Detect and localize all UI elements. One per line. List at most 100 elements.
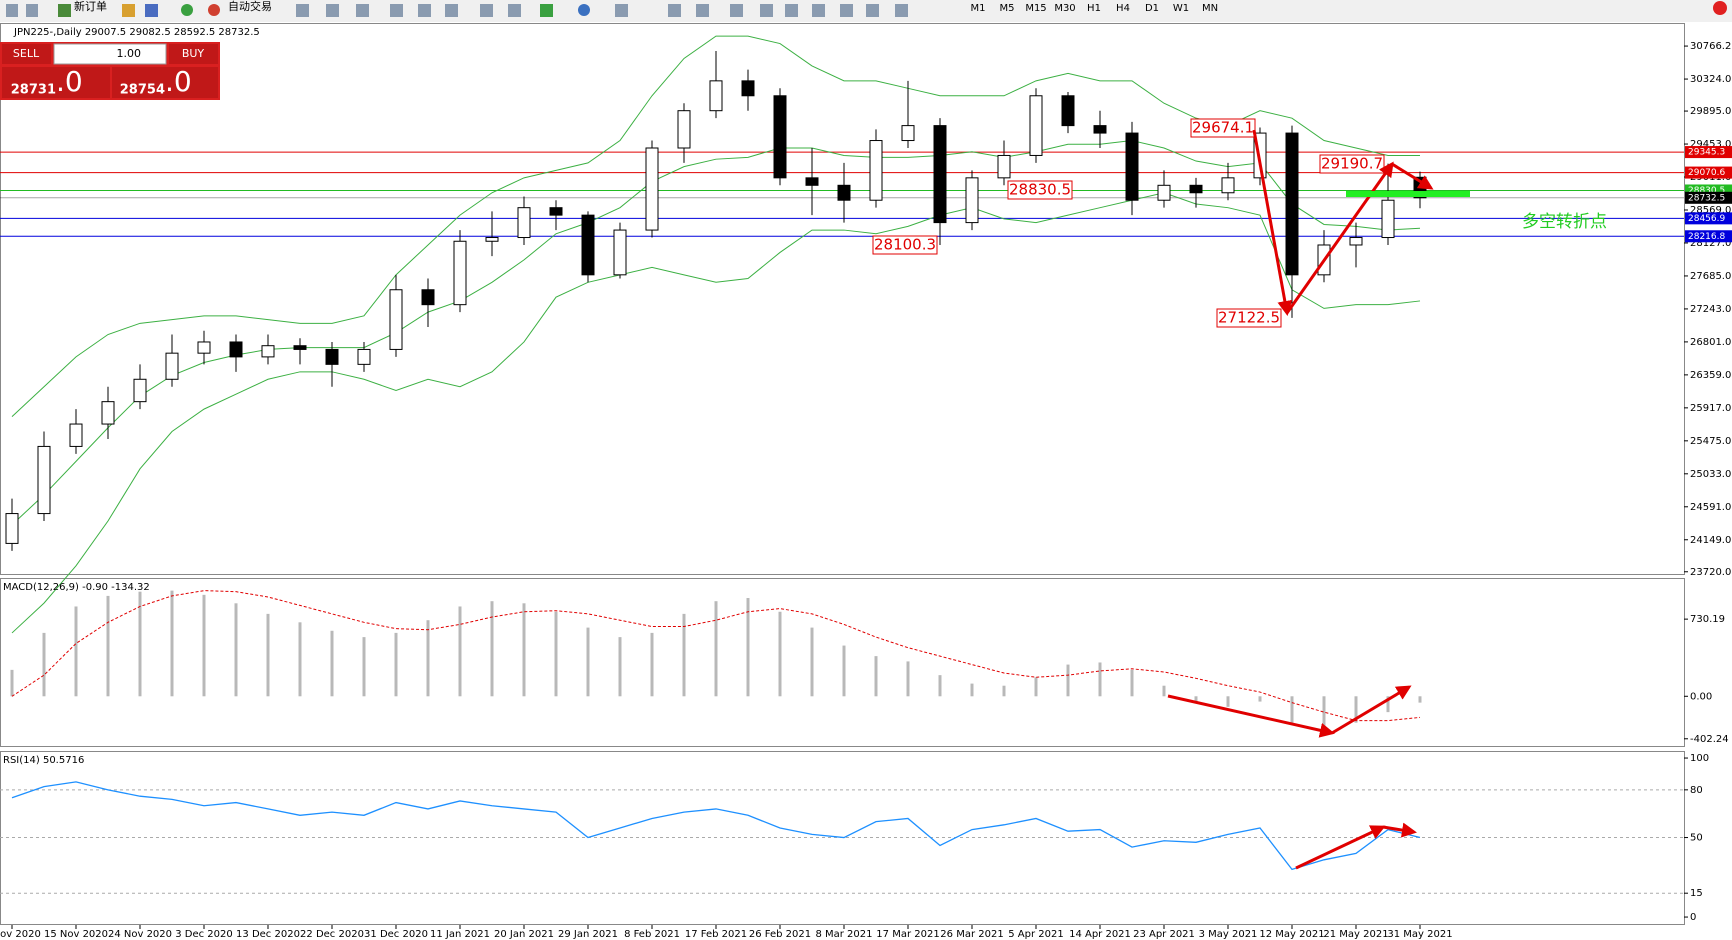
macd-bar bbox=[234, 603, 238, 697]
auto-trade-button[interactable]: 自动交易 bbox=[228, 0, 272, 13]
macd-bar bbox=[1194, 696, 1198, 702]
macd-bar bbox=[10, 669, 14, 697]
macd-bar bbox=[458, 606, 462, 697]
x-tick-label: 22 Dec 2020 bbox=[300, 929, 364, 940]
rsi-title: RSI(14) 50.5716 bbox=[3, 755, 84, 766]
macd-bar bbox=[1354, 696, 1358, 723]
macd-bar bbox=[490, 601, 494, 697]
candle-body bbox=[5, 513, 19, 544]
candle-body bbox=[1381, 199, 1395, 239]
x-tick-label: 15 Nov 2020 bbox=[44, 929, 108, 940]
timeframe-button[interactable]: W1 bbox=[1173, 3, 1189, 14]
x-tick-label: 14 Apr 2021 bbox=[1069, 929, 1131, 940]
candle-body bbox=[325, 348, 339, 365]
candle-body bbox=[933, 125, 947, 224]
annotation-box bbox=[872, 235, 938, 255]
x-tick-label: 3 Dec 2020 bbox=[175, 929, 233, 940]
timeframe-button[interactable]: MN bbox=[1202, 3, 1218, 14]
sell-price-frac: .0 bbox=[56, 65, 83, 98]
candle-body bbox=[357, 348, 371, 365]
candle-body bbox=[613, 229, 627, 276]
x-tick-label: 23 Apr 2021 bbox=[1133, 929, 1195, 940]
candle-body bbox=[1349, 237, 1363, 246]
bollinger-band bbox=[11, 192, 1421, 634]
price-panel bbox=[0, 23, 1685, 575]
y-tick-label: 80 bbox=[1690, 785, 1703, 796]
candle-body bbox=[133, 378, 147, 403]
x-tick-label: 8 Mar 2021 bbox=[815, 929, 872, 940]
candle-body bbox=[293, 345, 307, 350]
macd-bar bbox=[394, 632, 398, 697]
timeframe-button[interactable]: D1 bbox=[1145, 3, 1159, 14]
annotation: 29674.1 bbox=[1192, 119, 1254, 137]
candle-body bbox=[997, 154, 1011, 179]
timeframe-button[interactable]: H4 bbox=[1116, 3, 1130, 14]
y-tick-label: 28127.0 bbox=[1690, 238, 1731, 249]
candle-body bbox=[453, 240, 467, 306]
new-order-button[interactable]: 新订单 bbox=[74, 0, 107, 13]
x-tick-label: 20 Jan 2021 bbox=[494, 929, 554, 940]
chart-header: JPN225-,Daily 29007.5 29082.5 28592.5 28… bbox=[13, 27, 260, 38]
timeframe-button[interactable]: M1 bbox=[971, 3, 986, 14]
macd-bar bbox=[1258, 696, 1262, 702]
y-tick-label: 0.00 bbox=[1690, 691, 1712, 702]
y-tick-label: 24149.0 bbox=[1690, 535, 1731, 546]
level-badge bbox=[1685, 212, 1732, 225]
x-tick-label: 21 May 2021 bbox=[1323, 929, 1388, 940]
level-label: 28830.5 bbox=[1688, 186, 1725, 196]
annotation: 多空转折点 bbox=[1522, 212, 1607, 232]
candle-body bbox=[805, 177, 819, 186]
candle-body bbox=[581, 214, 595, 276]
level-label: 28216.8 bbox=[1688, 232, 1725, 242]
drawing-arrows bbox=[1167, 129, 1434, 870]
buy-button[interactable] bbox=[169, 44, 218, 64]
timeframe-button[interactable]: M5 bbox=[1000, 3, 1015, 14]
annotation-box bbox=[1216, 308, 1282, 328]
macd-bar bbox=[1066, 664, 1070, 697]
timeframe-bar: M1 M5 M15 M30 H1 H4 D1 W1 MN bbox=[971, 3, 1219, 14]
x-tick-label: 3 May 2021 bbox=[1199, 929, 1258, 940]
x-tick-label: 24 Nov 2020 bbox=[108, 929, 172, 940]
candle-body bbox=[1093, 125, 1107, 134]
macd-bar bbox=[1322, 696, 1326, 728]
y-tick-label: 25033.0 bbox=[1690, 469, 1731, 480]
sell-label: SELL bbox=[13, 47, 40, 60]
y-tick-label: 15 bbox=[1690, 888, 1703, 899]
macd-bar bbox=[1290, 696, 1294, 723]
sell-button[interactable] bbox=[2, 44, 51, 64]
buy-price: 28754 bbox=[120, 83, 165, 98]
timeframe-button[interactable]: M30 bbox=[1054, 3, 1075, 14]
macd-bar bbox=[874, 656, 878, 697]
annotation: 28100.3 bbox=[874, 236, 936, 254]
timeframe-button[interactable]: H1 bbox=[1087, 3, 1101, 14]
macd-bar bbox=[682, 613, 686, 697]
y-tick-label: 30766.2 bbox=[1690, 41, 1731, 52]
macd-bar bbox=[586, 627, 590, 697]
candle-body bbox=[549, 207, 563, 216]
timeframe-button[interactable]: M15 bbox=[1025, 3, 1046, 14]
macd-bar bbox=[842, 645, 846, 697]
candle-body bbox=[197, 341, 211, 354]
y-tick-label: 50 bbox=[1690, 833, 1703, 844]
bollinger-band bbox=[11, 140, 1421, 526]
candle-body bbox=[421, 289, 435, 306]
macd-bar bbox=[938, 675, 942, 697]
toolbar-icons bbox=[6, 1, 1727, 17]
candle-body bbox=[1061, 95, 1075, 127]
buy-label: BUY bbox=[182, 47, 205, 60]
macd-bar bbox=[42, 632, 46, 697]
macd-bar bbox=[906, 661, 910, 697]
annotation: 27122.5 bbox=[1218, 309, 1280, 327]
x-tick-label: 31 May 2021 bbox=[1387, 929, 1452, 940]
turning-zone bbox=[1346, 191, 1470, 197]
y-tick-label: 30324.0 bbox=[1690, 74, 1731, 85]
x-tick-label: 31 Dec 2020 bbox=[364, 929, 428, 940]
lot-input[interactable] bbox=[53, 43, 167, 65]
level-label: 28456.9 bbox=[1688, 214, 1725, 224]
x-tick-label: 13 Dec 2020 bbox=[236, 929, 300, 940]
level-label: 29345.3 bbox=[1688, 148, 1725, 158]
annotation: 28830.5 bbox=[1009, 181, 1071, 199]
candle-body bbox=[389, 289, 403, 350]
